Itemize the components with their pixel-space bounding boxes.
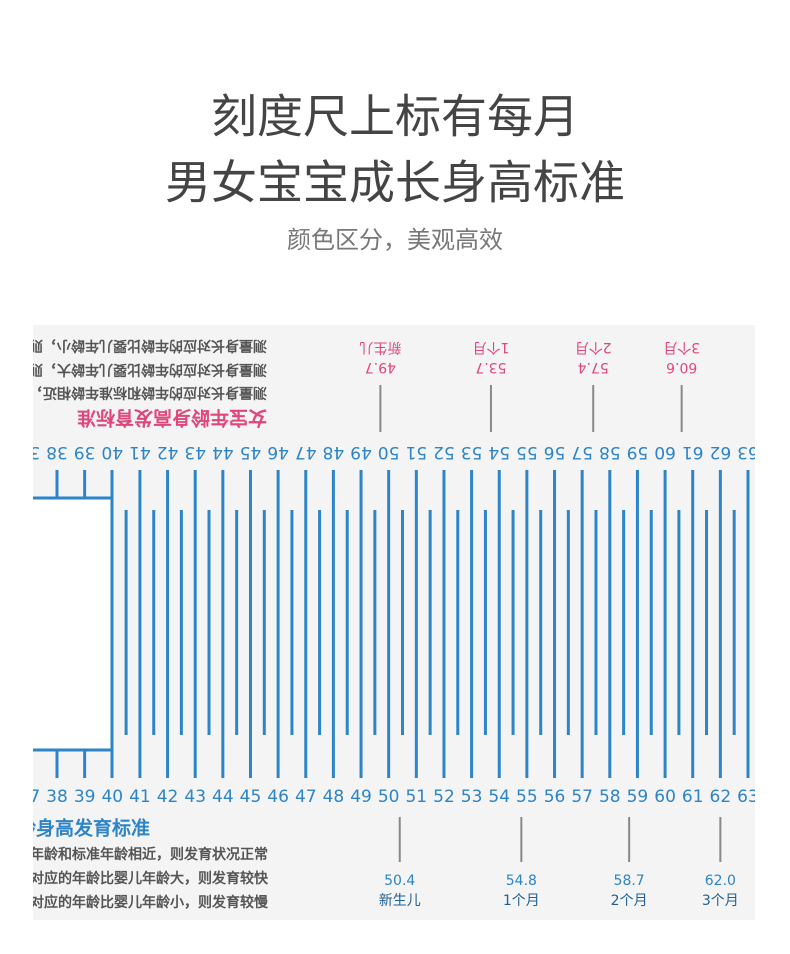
boy-marker-value: 54.8 xyxy=(506,873,537,889)
bottom-number: 41 xyxy=(129,787,151,807)
girl-marker-label: 2个月 xyxy=(575,339,612,355)
bottom-number: 47 xyxy=(295,787,317,807)
top-number: 55 xyxy=(516,442,538,462)
title-line: 刻度尺上标有每月 xyxy=(211,90,579,144)
top-number: 53 xyxy=(461,442,483,462)
bottom-number: 38 xyxy=(46,787,68,807)
bottom-number: 43 xyxy=(184,787,206,807)
bottom-number: 46 xyxy=(267,787,289,807)
bottom-number: 48 xyxy=(323,787,345,807)
top-number: 56 xyxy=(544,442,566,462)
girl-title: 女宝年龄身高发育标准 xyxy=(77,407,267,430)
bottom-number: 58 xyxy=(599,787,621,807)
top-number: 51 xyxy=(405,442,427,462)
bottom-number: 55 xyxy=(516,787,538,807)
bottom-number: 44 xyxy=(212,787,234,807)
top-number: 46 xyxy=(267,442,289,462)
bottom-number: 45 xyxy=(240,787,262,807)
bottom-number: 57 xyxy=(571,787,593,807)
top-number: 61 xyxy=(682,442,704,462)
girl-rule-text: 测量身长对应的年龄比婴儿年龄小，则发育较慢 xyxy=(0,337,267,354)
bottom-number: 54 xyxy=(488,787,510,807)
top-number: 60 xyxy=(654,442,676,462)
bottom-number: 56 xyxy=(544,787,566,807)
top-number: 40 xyxy=(101,442,123,462)
top-number: 43 xyxy=(184,442,206,462)
top-number: 47 xyxy=(295,442,317,462)
top-number: 44 xyxy=(212,442,234,462)
bottom-number: 51 xyxy=(405,787,427,807)
top-number: 42 xyxy=(157,442,179,462)
top-number: 45 xyxy=(240,442,262,462)
boy-rule-text: 测量身长对应的年龄比婴儿年龄大，则发育较快 xyxy=(0,870,269,887)
boy-marker-label: 1个月 xyxy=(503,893,540,909)
top-number: 49 xyxy=(350,442,372,462)
boy-marker-value: 62.0 xyxy=(705,873,736,889)
top-number: 38 xyxy=(46,442,68,462)
subtitle: 颜色区分，美观高效 xyxy=(287,226,503,254)
girl-marker-label: 新生儿 xyxy=(359,339,401,355)
girl-marker-label: 1个月 xyxy=(472,339,509,355)
top-number: 62 xyxy=(710,442,732,462)
top-number: 59 xyxy=(627,442,649,462)
title-line: 男女宝宝成长身高标准 xyxy=(165,156,625,210)
boy-marker-value: 58.7 xyxy=(614,873,645,889)
top-number: 52 xyxy=(433,442,455,462)
girl-marker-value: 57.4 xyxy=(578,359,609,375)
bottom-number: 49 xyxy=(350,787,372,807)
top-number: 58 xyxy=(599,442,621,462)
boy-rule-text: 测量身长对应的年龄和标准年龄相近，则发育状况正常 xyxy=(0,846,268,863)
girl-marker-value: 49.7 xyxy=(365,359,396,375)
top-number: 57 xyxy=(571,442,593,462)
bottom-number: 50 xyxy=(378,787,400,807)
boy-marker-label: 2个月 xyxy=(611,893,648,909)
girl-rule-text: 测量身长对应的年龄比婴儿年龄大，则发育较快 xyxy=(0,361,267,378)
boy-marker-label: 新生儿 xyxy=(379,893,421,909)
bottom-number: 39 xyxy=(74,787,96,807)
girl-rule-text: 测量身长对应的年龄和标准年龄相近，则发育状况正常 xyxy=(0,384,267,401)
bottom-number: 53 xyxy=(461,787,483,807)
girl-marker-label: 3个月 xyxy=(663,339,700,355)
bottom-number: 60 xyxy=(654,787,676,807)
bottom-number: 63 xyxy=(737,787,759,807)
girl-marker-value: 53.7 xyxy=(475,359,506,375)
top-number: 37 xyxy=(19,442,41,462)
bottom-number: 61 xyxy=(682,787,704,807)
boy-marker-value: 50.4 xyxy=(384,873,415,889)
top-number: 54 xyxy=(488,442,510,462)
top-number: 48 xyxy=(323,442,345,462)
boy-title: 男宝年龄身高发育标准 xyxy=(0,817,150,840)
boy-rule-text: 测量身长对应的年龄比婴儿年龄小，则发育较慢 xyxy=(0,894,269,911)
boy-marker-label: 3个月 xyxy=(702,893,739,909)
girl-marker-value: 60.6 xyxy=(666,359,697,375)
bottom-number: 37 xyxy=(19,787,41,807)
top-number: 50 xyxy=(378,442,400,462)
top-number: 41 xyxy=(129,442,151,462)
ruler-blank xyxy=(33,498,112,750)
bottom-number: 40 xyxy=(101,787,123,807)
bottom-number: 59 xyxy=(627,787,649,807)
bottom-number: 42 xyxy=(157,787,179,807)
ruler: 37 38 39 40 41 42 43 44 45 46 47 48 49 50 51 52 53 54 55 56… xyxy=(0,337,759,911)
bottom-number: 62 xyxy=(710,787,732,807)
bottom-number: 52 xyxy=(433,787,455,807)
top-number: 39 xyxy=(74,442,96,462)
top-number: 63 xyxy=(737,442,759,462)
